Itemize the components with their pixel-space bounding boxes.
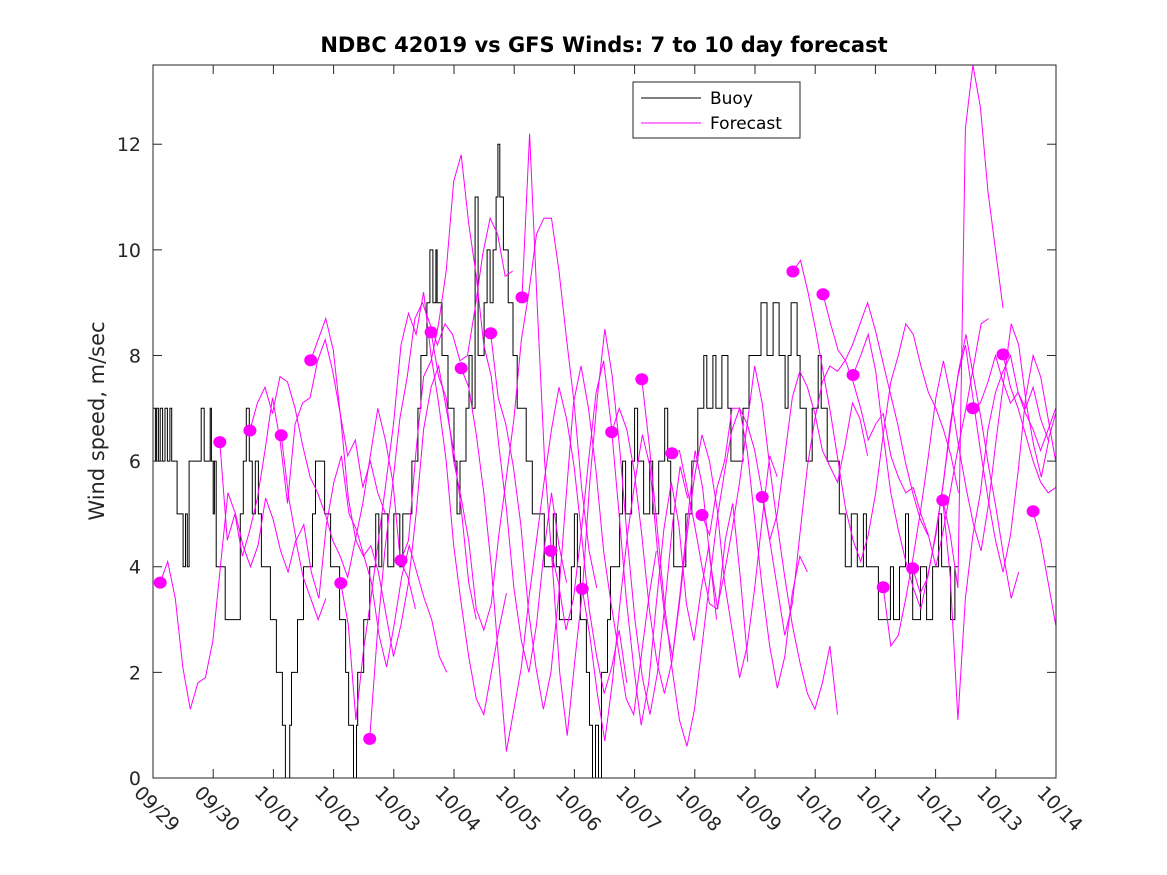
forecast-run-line [1002,354,1056,494]
forecast-start-marker [213,436,227,449]
x-tick-label: 10/12 [912,782,966,836]
forecast-run-line [369,216,513,739]
forecast-run-line [912,344,1056,595]
x-tick-label: 10/07 [611,782,665,836]
x-tick-label: 10/14 [1032,782,1086,836]
forecast-run-line [249,375,416,610]
forecast-run-line [761,301,929,636]
y-tick-label: 10 [117,240,141,262]
buoy-series-line [153,143,958,778]
forecast-run-line [611,406,778,694]
forecast-start-marker [936,494,950,507]
forecast-start-marker [153,576,167,589]
x-tick-label: 10/09 [731,782,785,836]
forecast-run-line [219,337,386,557]
forecast-run-line [942,65,1004,588]
forecast-start-marker [274,429,288,442]
forecast-start-marker [605,426,619,439]
x-tick-label: 10/05 [491,782,545,836]
forecast-run-line [430,217,598,632]
y-tick-label: 2 [129,662,141,684]
forecast-start-marker [876,581,890,594]
forecast-run-line [460,368,628,752]
x-tick-label: 10/13 [972,782,1026,836]
x-tick-label: 10/11 [852,782,906,836]
forecast-start-marker [846,369,860,381]
x-tick-label: 09/29 [129,782,183,836]
forecast-run-line [490,333,657,717]
forecast-start-marker [394,554,408,567]
legend-box [632,81,801,139]
legend-label-buoy: Buoy [710,89,753,109]
forecast-start-marker [755,491,769,503]
forecast-start-marker [1026,505,1040,518]
y-tick-label: 0 [129,768,141,790]
forecast-run-line [641,379,808,747]
x-tick-label: 10/08 [671,782,725,836]
forecast-run-line [882,323,1050,648]
forecast-start-marker [424,326,438,339]
y-tick-label: 6 [129,451,141,473]
forecast-run-line [400,154,568,673]
x-tick-label: 10/10 [792,782,846,836]
x-tick-label: 10/02 [310,782,364,836]
forecast-start-marker [786,265,800,278]
y-tick-label: 12 [117,134,141,156]
x-tick-label: 10/06 [551,782,605,836]
x-tick-label: 10/03 [370,782,424,836]
forecast-start-marker [544,544,558,557]
forecast-run-line [792,259,959,564]
forecast-run-line [550,360,717,726]
x-tick-label: 10/04 [430,782,484,836]
forecast-run-line [942,353,1056,720]
forecast-start-marker [996,348,1010,361]
forecast-run-line [581,434,749,742]
forecast-start-marker [304,354,318,367]
forecast-run-line [701,369,869,541]
forecast-start-marker [454,362,468,375]
y-tick-label: 4 [129,557,141,579]
forecast-start-marker [816,288,830,301]
forecast-run-line [972,353,1056,452]
forecast-start-marker [484,327,498,340]
forecast-start-marker [665,447,679,460]
legend: Buoy Forecast [632,81,801,139]
forecast-start-marker [966,402,980,415]
y-tick-label: 8 [129,345,141,367]
forecast-start-marker [906,562,920,575]
forecast-start-marker [635,373,649,386]
forecast-run-line [159,492,327,710]
forecast-start-marker [575,582,589,595]
forecast-run-line [671,365,838,715]
forecast-start-marker [515,291,529,304]
forecast-run-line [521,133,689,736]
axes-box [152,64,1057,779]
y-axis-label: Wind speed, m/sec [85,321,109,520]
chart-title: NDBC 42019 vs GFS Winds: 7 to 10 day for… [320,33,887,57]
x-tick-label: 09/30 [190,782,244,836]
forecast-start-marker [334,577,348,590]
forecast-start-marker [243,424,257,437]
forecast-start-marker [695,509,709,521]
forecast-start-marker [363,732,377,745]
forecast-run-line [340,292,507,720]
x-tick-label: 10/01 [250,782,304,836]
plot-area [153,65,1056,778]
legend-label-forecast: Forecast [710,114,782,134]
